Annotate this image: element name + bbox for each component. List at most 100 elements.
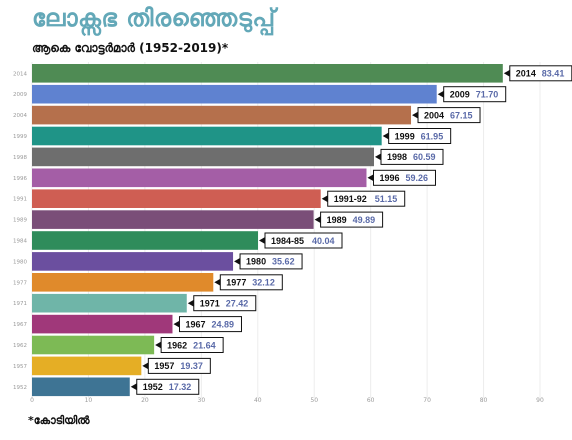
x-tick-label: 20 (141, 397, 149, 404)
callout-pointer (173, 320, 181, 329)
callout-box (388, 128, 452, 144)
data-label-year: 2009 (450, 90, 470, 100)
callout-pointer (412, 111, 420, 120)
chart-title: ലോക്സഭ തിരഞ്ഞെടുപ്പ് (32, 4, 276, 32)
data-label-year: 1989 (327, 215, 347, 225)
x-tick-label: 70 (423, 397, 431, 404)
data-label-value: 24.89 (211, 319, 234, 329)
y-tick-label: 1957 (13, 364, 27, 370)
callout-pointer (259, 236, 267, 245)
data-label-value: 17.32 (169, 382, 192, 392)
y-tick-label: 1977 (13, 280, 27, 286)
x-tick-label: 50 (310, 397, 318, 404)
callout-box (264, 232, 343, 249)
data-label-value: 51.15 (375, 194, 398, 204)
data-label-value: 61.95 (421, 131, 444, 141)
callout-pointer (503, 69, 511, 78)
bar (32, 147, 374, 167)
callout-pointer (374, 152, 382, 161)
callout-pointer (321, 194, 329, 203)
bar (32, 335, 155, 355)
y-tick-label: 2009 (13, 92, 27, 98)
y-tick-label: 1989 (13, 218, 27, 224)
callout-box (417, 107, 481, 124)
callout-box (193, 295, 257, 312)
bar (32, 189, 321, 208)
y-tick-label: 1998 (13, 155, 27, 161)
bar (32, 356, 142, 376)
callout-pointer (382, 132, 390, 140)
data-label-value: 27.42 (226, 299, 249, 309)
bar (32, 126, 382, 146)
data-label-year: 1967 (185, 319, 205, 329)
y-tick-label: 2004 (13, 113, 27, 119)
data-label-year: 1977 (226, 278, 246, 288)
callout-box (219, 274, 283, 291)
callout-box (147, 357, 211, 374)
y-tick-label: 1980 (13, 259, 27, 265)
callout-pointer (155, 341, 163, 349)
y-tick-label: 1996 (13, 176, 27, 182)
callout-pointer (437, 90, 445, 99)
callout-box (372, 169, 436, 186)
y-tick-label: 1967 (13, 322, 27, 328)
callout-pointer (314, 215, 322, 224)
callout-box (160, 337, 224, 353)
callout-box (320, 211, 384, 228)
y-tick-label: 2014 (13, 71, 27, 77)
y-tick-label: 1962 (13, 343, 27, 349)
data-label-value: 71.70 (476, 90, 499, 100)
callout-box (327, 190, 406, 207)
callout-pointer (187, 299, 195, 308)
x-tick-label: 40 (254, 397, 262, 404)
data-label-year: 2004 (424, 110, 444, 120)
bar (32, 377, 130, 397)
y-tick-label: 1952 (13, 385, 27, 391)
data-label-value: 83.41 (542, 69, 565, 79)
bar (32, 252, 234, 271)
callout-pointer (234, 257, 242, 266)
bar (32, 293, 187, 313)
data-label-year: 1984-85 (271, 236, 304, 246)
y-tick-label: 1971 (13, 301, 27, 307)
data-label-value: 40.04 (312, 236, 335, 246)
x-tick-label: 80 (480, 397, 488, 404)
data-label-year: 1999 (395, 131, 415, 141)
callout-pointer (214, 278, 222, 287)
data-label-year: 1980 (246, 257, 266, 267)
bar (32, 273, 214, 292)
data-label-value: 67.15 (450, 110, 473, 120)
x-tick-label: 60 (367, 397, 375, 404)
data-label-year: 1957 (154, 361, 174, 371)
callout-box (239, 253, 303, 270)
footnote: *കോടിയിൽ (28, 414, 90, 427)
data-label-value: 59.26 (405, 173, 428, 183)
callout-box (136, 378, 200, 395)
bar (32, 210, 314, 229)
data-label-year: 1971 (200, 299, 220, 309)
bar-chart: 0 10 20 30 40 50 60 70 80 90 2014 2014 83.41 2009 2009… (13, 62, 572, 404)
bar (32, 168, 367, 188)
bar (32, 84, 437, 104)
data-label-value: 35.62 (272, 257, 295, 267)
data-label-year: 1952 (143, 382, 163, 392)
chart-subtitle: ആകെ വോട്ടർമാർ (1952-2019)* (32, 41, 229, 55)
data-label-value: 21.64 (193, 340, 216, 350)
x-tick-label: 30 (198, 397, 206, 404)
y-tick-label: 1999 (13, 134, 27, 140)
callout-box (380, 148, 444, 165)
callout-box (443, 86, 507, 103)
data-label-value: 49.89 (353, 215, 376, 225)
data-label-year: 1998 (387, 152, 407, 162)
x-tick-label: 10 (85, 397, 93, 404)
bar (32, 231, 259, 250)
y-tick-label: 1984 (13, 239, 27, 245)
data-label-year: 1996 (379, 173, 399, 183)
y-tick-label: 1991 (13, 197, 27, 203)
data-label-value: 19.37 (180, 361, 203, 371)
data-label-value: 32.12 (252, 278, 275, 288)
bar (32, 105, 412, 125)
data-label-value: 60.59 (413, 152, 436, 162)
callout-pointer (367, 173, 375, 182)
x-tick-label: 0 (30, 397, 34, 404)
